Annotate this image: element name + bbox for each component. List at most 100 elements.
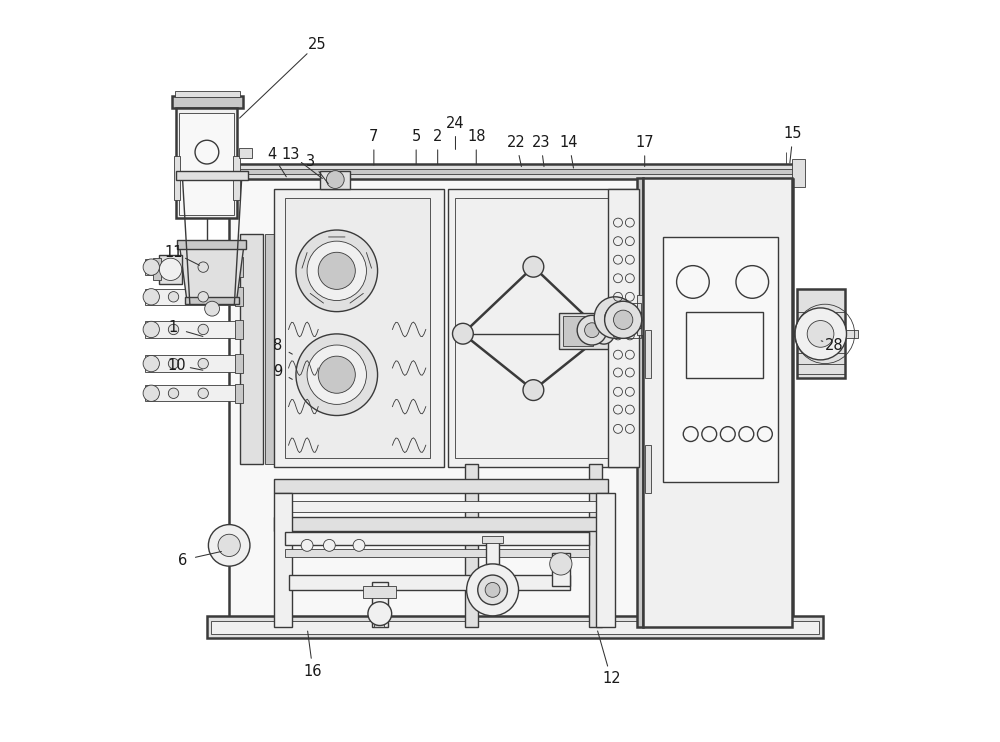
Circle shape bbox=[467, 564, 519, 616]
Circle shape bbox=[205, 301, 220, 316]
Bar bbox=[176, 171, 248, 180]
Circle shape bbox=[168, 262, 179, 272]
Bar bbox=[363, 586, 396, 598]
Bar bbox=[235, 354, 243, 373]
Bar bbox=[174, 156, 180, 200]
Circle shape bbox=[168, 292, 179, 302]
Bar bbox=[608, 189, 639, 467]
Text: 4: 4 bbox=[268, 147, 277, 162]
Bar bbox=[448, 189, 637, 467]
Bar bbox=[285, 549, 589, 556]
Bar bbox=[240, 234, 263, 464]
Bar bbox=[153, 258, 161, 280]
Text: 17: 17 bbox=[635, 135, 654, 150]
Bar bbox=[797, 289, 845, 378]
Circle shape bbox=[143, 259, 159, 275]
Text: 16: 16 bbox=[304, 664, 322, 679]
Bar bbox=[637, 178, 643, 627]
Bar bbox=[233, 156, 240, 200]
Bar bbox=[211, 621, 819, 634]
Bar bbox=[172, 96, 243, 108]
Bar bbox=[686, 312, 763, 378]
Circle shape bbox=[301, 539, 313, 551]
Circle shape bbox=[605, 301, 642, 338]
Circle shape bbox=[168, 324, 179, 335]
Bar bbox=[145, 321, 242, 338]
Bar bbox=[185, 297, 239, 304]
Bar bbox=[145, 385, 242, 401]
Circle shape bbox=[318, 252, 355, 289]
Bar bbox=[374, 616, 384, 627]
Bar bbox=[645, 330, 651, 378]
Bar bbox=[177, 240, 246, 249]
Circle shape bbox=[577, 315, 607, 345]
Bar bbox=[465, 464, 478, 627]
Circle shape bbox=[614, 310, 633, 329]
Bar bbox=[235, 384, 243, 403]
Bar bbox=[482, 536, 503, 543]
Bar bbox=[596, 311, 648, 323]
Bar bbox=[289, 575, 570, 590]
Bar bbox=[552, 553, 570, 586]
Text: 8: 8 bbox=[273, 338, 282, 353]
Text: 15: 15 bbox=[784, 126, 802, 141]
Bar bbox=[274, 517, 608, 531]
Circle shape bbox=[453, 324, 473, 344]
Circle shape bbox=[198, 292, 208, 302]
Circle shape bbox=[594, 297, 636, 338]
Bar bbox=[239, 148, 252, 158]
Bar bbox=[643, 178, 792, 627]
Circle shape bbox=[585, 323, 599, 338]
Text: 14: 14 bbox=[560, 135, 578, 150]
Circle shape bbox=[323, 539, 335, 551]
Polygon shape bbox=[179, 245, 244, 301]
Circle shape bbox=[143, 289, 159, 305]
Bar bbox=[645, 445, 651, 493]
Circle shape bbox=[198, 262, 208, 272]
Bar bbox=[663, 237, 778, 482]
Circle shape bbox=[318, 356, 355, 393]
Bar bbox=[265, 234, 274, 464]
Circle shape bbox=[485, 582, 500, 597]
Circle shape bbox=[198, 324, 208, 335]
Bar bbox=[455, 198, 626, 458]
Bar bbox=[207, 616, 823, 638]
Bar bbox=[559, 313, 611, 349]
Circle shape bbox=[198, 388, 208, 398]
Bar bbox=[235, 257, 243, 277]
Bar bbox=[274, 501, 608, 512]
Bar bbox=[179, 113, 234, 215]
Circle shape bbox=[296, 230, 378, 312]
Bar bbox=[159, 255, 182, 284]
Bar bbox=[611, 312, 641, 328]
Circle shape bbox=[218, 534, 240, 556]
Bar bbox=[563, 316, 593, 346]
Text: 3: 3 bbox=[306, 154, 315, 168]
Circle shape bbox=[296, 334, 378, 416]
Circle shape bbox=[605, 307, 625, 328]
Circle shape bbox=[795, 308, 847, 360]
Circle shape bbox=[307, 345, 366, 404]
Circle shape bbox=[523, 257, 544, 277]
Circle shape bbox=[550, 553, 572, 575]
Text: 2: 2 bbox=[433, 129, 442, 144]
Circle shape bbox=[807, 321, 834, 347]
Bar bbox=[145, 259, 242, 275]
Circle shape bbox=[307, 241, 366, 301]
Text: 1: 1 bbox=[169, 321, 178, 335]
Circle shape bbox=[159, 258, 182, 280]
Bar bbox=[596, 308, 648, 330]
Bar bbox=[611, 303, 641, 338]
Bar bbox=[145, 289, 242, 305]
Bar bbox=[274, 493, 292, 627]
Text: 18: 18 bbox=[467, 129, 486, 144]
Text: 5: 5 bbox=[412, 129, 421, 144]
Bar bbox=[176, 108, 237, 218]
Text: 12: 12 bbox=[602, 672, 621, 686]
Circle shape bbox=[168, 358, 179, 369]
Bar bbox=[844, 330, 858, 338]
Circle shape bbox=[353, 539, 365, 551]
Text: 13: 13 bbox=[282, 147, 300, 162]
Circle shape bbox=[168, 388, 179, 398]
Bar bbox=[372, 582, 388, 627]
